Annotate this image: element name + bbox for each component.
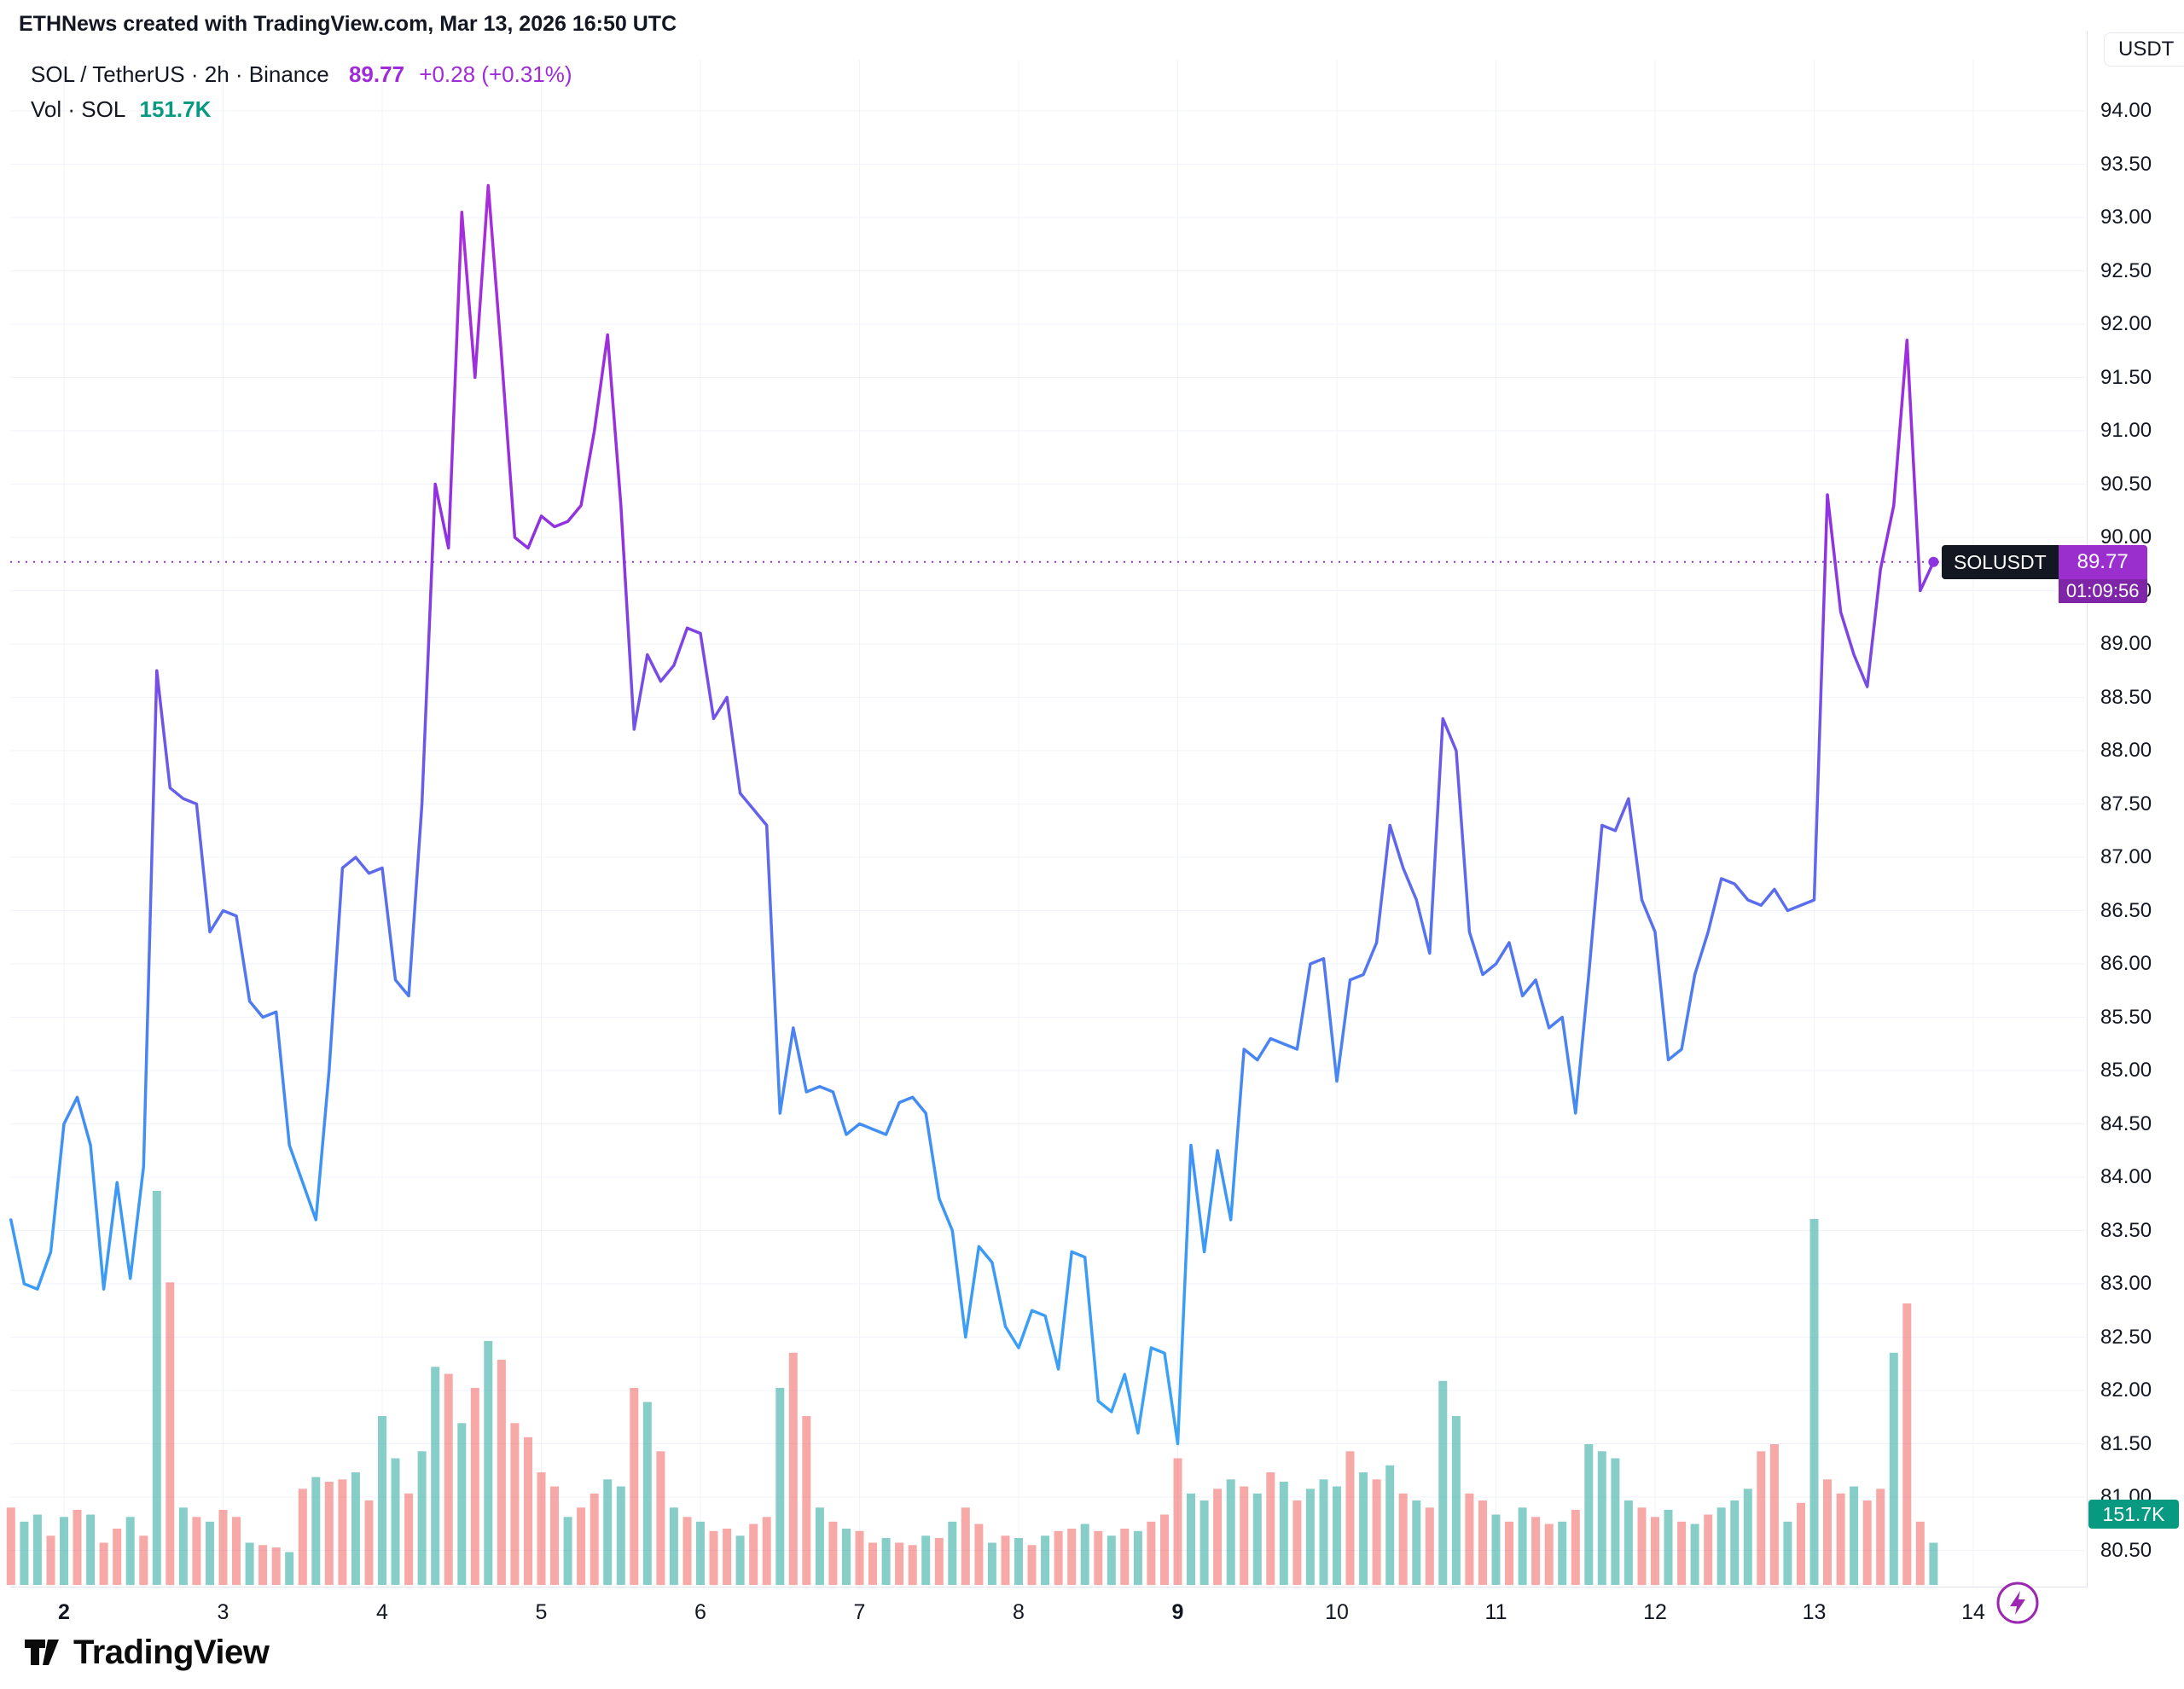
legend-symbol-row: SOL / TetherUS · 2h · Binance 89.77 +0.2… <box>31 61 572 88</box>
volume-axis-tag: 151.7K <box>2088 1499 2179 1529</box>
price-tick: 86.00 <box>2100 952 2152 975</box>
price-tick: 82.50 <box>2100 1325 2152 1349</box>
price-tick: 92.50 <box>2100 258 2152 282</box>
price-tick: 86.50 <box>2100 898 2152 922</box>
tradingview-wordmark: TradingView <box>73 1633 270 1671</box>
price-tick: 93.00 <box>2100 206 2152 229</box>
time-tick: 12 <box>1643 1600 1667 1624</box>
price-tick: 84.00 <box>2100 1165 2152 1188</box>
chart-legend: SOL / TetherUS · 2h · Binance 89.77 +0.2… <box>31 61 572 123</box>
price-tick: 90.50 <box>2100 472 2152 496</box>
price-tick: 94.00 <box>2100 99 2152 122</box>
instant-trading-button[interactable] <box>1995 1580 2041 1626</box>
bar-countdown: 01:09:56 <box>2058 578 2147 603</box>
volume-bars <box>6 1191 1938 1586</box>
price-tick: 84.50 <box>2100 1111 2152 1135</box>
time-tick: 4 <box>376 1600 388 1624</box>
price-tick: 93.50 <box>2100 152 2152 176</box>
symbol-tag: SOLUSDT <box>1942 544 2059 579</box>
price-tick: 89.00 <box>2100 632 2152 655</box>
price-tick: 83.00 <box>2100 1272 2152 1295</box>
price-tick: 87.00 <box>2100 845 2152 868</box>
price-change-value: +0.28 (+0.31%) <box>419 61 572 87</box>
time-tick: 7 <box>853 1600 866 1624</box>
currency-unit-button[interactable]: USDT <box>2104 32 2184 67</box>
price-tick: 82.00 <box>2100 1378 2152 1402</box>
symbol-description[interactable]: SOL / TetherUS · 2h · Binance <box>31 61 329 87</box>
volume-current-value: 151.7K <box>139 96 212 122</box>
time-tick: 8 <box>1013 1600 1025 1624</box>
last-price-dot <box>1928 556 1939 567</box>
price-tick: 92.00 <box>2100 312 2152 335</box>
price-tick: 83.50 <box>2100 1218 2152 1242</box>
time-tick: 9 <box>1171 1600 1184 1624</box>
time-tick: 3 <box>217 1600 229 1624</box>
legend-volume-row: Vol · SOL 151.7K <box>31 96 572 123</box>
lightning-bolt-icon <box>1996 1582 2039 1624</box>
grid-lines <box>10 60 2085 1587</box>
volume-indicator-label[interactable]: Vol · SOL <box>31 96 125 122</box>
time-tick: 10 <box>1325 1600 1349 1624</box>
time-tick: 5 <box>535 1600 548 1624</box>
price-tick: 80.50 <box>2100 1538 2152 1562</box>
last-price-tag: 89.77 01:09:56 <box>2058 544 2147 603</box>
price-tick: 88.00 <box>2100 739 2152 762</box>
time-tick: 13 <box>1802 1600 1827 1624</box>
last-price-value: 89.77 <box>348 61 405 87</box>
price-axis-separator <box>2087 31 2088 1587</box>
price-tick: 91.50 <box>2100 365 2152 389</box>
price-line <box>9 183 1936 1446</box>
time-tick: 11 <box>1484 1600 1507 1624</box>
price-tick: 85.00 <box>2100 1059 2152 1082</box>
last-price-tag-value: 89.77 <box>2077 549 2129 573</box>
price-tick: 90.00 <box>2100 525 2152 548</box>
attribution-text: ETHNews created with TradingView.com, Ma… <box>19 12 677 36</box>
price-tick: 85.50 <box>2100 1005 2152 1029</box>
symbol-price-label: SOLUSDT 89.77 01:09:56 <box>1942 544 2147 603</box>
price-tick: 88.50 <box>2100 685 2152 709</box>
footer-branding[interactable]: TradingView <box>22 1633 270 1672</box>
price-tick: 81.50 <box>2100 1431 2152 1455</box>
tradingview-logo-icon <box>25 1640 59 1665</box>
price-tick: 91.00 <box>2100 419 2152 442</box>
price-tick: 87.50 <box>2100 792 2152 815</box>
time-tick: 6 <box>694 1600 706 1624</box>
time-tick: 2 <box>58 1600 70 1624</box>
time-tick: 14 <box>1961 1600 1985 1624</box>
